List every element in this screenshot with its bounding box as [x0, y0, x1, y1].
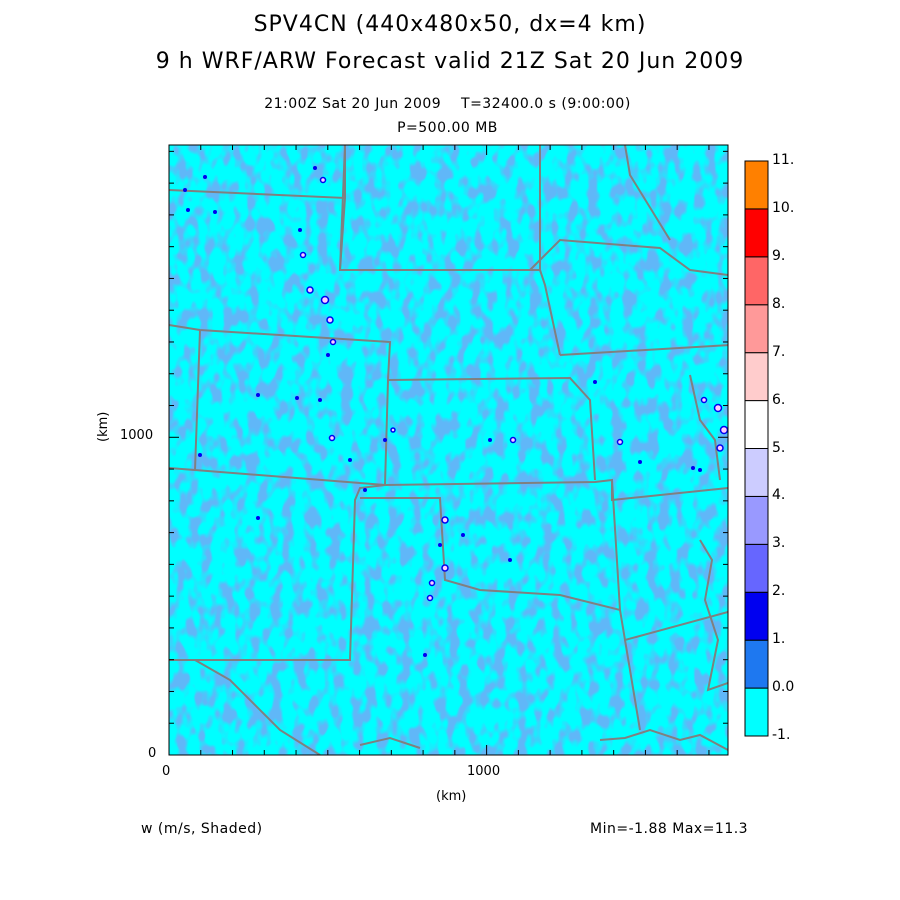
colorbar-swatch: [744, 304, 769, 354]
title-line-2: 9 h WRF/ARW Forecast valid 21Z Sat 20 Ju…: [155, 49, 745, 74]
colorbar-swatch: [744, 160, 769, 210]
field-description: w (m/s, Shaded): [141, 821, 263, 837]
valid-time-line: 21:00Z Sat 20 Jun 2009 T=32400.0 s (9:00…: [264, 96, 631, 112]
colorbar-tick-label: 5.: [772, 439, 786, 456]
colorbar-swatch: [744, 400, 769, 450]
colorbar-tick-label: 4.: [772, 487, 786, 504]
colorbar-swatch: [744, 495, 769, 545]
vertical-velocity-shading: [169, 145, 728, 755]
colorbar-tick-label: 10.: [772, 199, 795, 216]
colorbar-swatch: [744, 352, 769, 402]
min-max-values: Min=-1.88 Max=11.3: [590, 821, 749, 837]
state-boundaries: [169, 145, 728, 755]
colorbar-tick-label: -1.: [772, 727, 791, 743]
y-axis-label: (km): [96, 411, 111, 442]
plot-frame: [168, 144, 729, 756]
colorbar-swatch: [744, 256, 769, 306]
colorbar-tick-label: 3.: [772, 535, 786, 552]
colorbar-tick-label: 2.: [772, 583, 786, 600]
colorbar-tick-label: 8.: [772, 295, 786, 312]
x-axis-label: (km): [436, 789, 467, 804]
colorbar-swatch: [744, 208, 769, 258]
colorbar: [744, 160, 769, 737]
x-tick-label-0: 0: [162, 764, 171, 779]
colorbar-tick-label: 11.: [772, 152, 795, 168]
colorbar-swatch: [744, 448, 769, 497]
colorbar-tick-label: 7.: [772, 343, 786, 360]
colorbar-tick-label: 6.: [772, 391, 786, 408]
colorbar-tick-label: 0.0: [772, 679, 795, 696]
colorbar-swatch: [744, 591, 769, 641]
y-tick-label-0: 0: [148, 746, 157, 761]
pressure-level-line: P=500.00 MB: [397, 120, 498, 136]
updraft-cores: [183, 166, 729, 657]
colorbar-swatch: [744, 543, 769, 593]
title-line-1: SPV4CN (440x480x50, dx=4 km): [253, 12, 647, 37]
x-tick-label-1000: 1000: [467, 764, 501, 779]
colorbar-tick-label: 9.: [772, 247, 786, 264]
colorbar-tick-label: 1.: [772, 631, 786, 648]
colorbar-swatch: [744, 687, 769, 737]
y-tick-label-1000: 1000: [120, 428, 154, 443]
axis-ticks: [168, 145, 728, 756]
colorbar-swatch: [744, 639, 769, 689]
